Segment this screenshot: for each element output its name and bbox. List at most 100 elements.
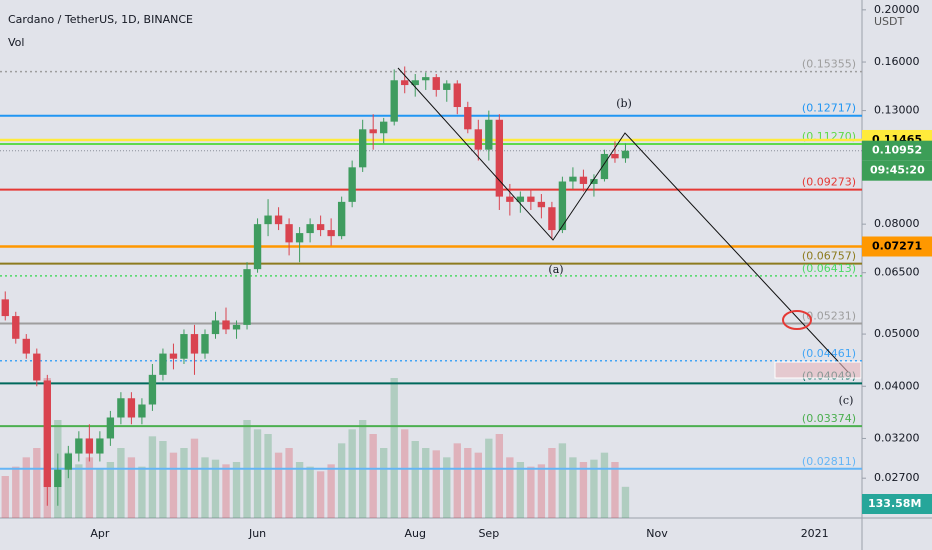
volume-bar bbox=[306, 466, 314, 518]
candle-body bbox=[54, 469, 62, 488]
candle-body bbox=[274, 215, 283, 225]
candle-body bbox=[569, 176, 577, 182]
candle-body bbox=[558, 181, 567, 231]
volume-bar bbox=[285, 448, 293, 518]
level-label: (0.15355) bbox=[802, 58, 856, 71]
y-tick-label: 0.20000 bbox=[874, 3, 920, 16]
level-label: (0.02811) bbox=[802, 455, 856, 468]
volume-bar bbox=[148, 436, 157, 518]
y-tick-label: 0.05000 bbox=[874, 327, 920, 340]
annotations: (b) (a) (c) bbox=[548, 97, 853, 407]
y-tick-label: 0.06500 bbox=[874, 266, 920, 279]
x-tick-label: Sep bbox=[478, 527, 499, 540]
volume-badge bbox=[862, 494, 932, 514]
level-label: (0.03374) bbox=[802, 412, 856, 425]
level-label: (0.05231) bbox=[802, 310, 856, 323]
candle-body bbox=[401, 80, 409, 86]
price-badge bbox=[862, 140, 932, 161]
volume-bar bbox=[190, 438, 199, 518]
volume-bar bbox=[85, 457, 94, 518]
candle-body bbox=[96, 438, 104, 454]
price-badge-label: 0.10952 bbox=[872, 144, 922, 157]
volume-bar bbox=[211, 459, 220, 518]
wave-annotation: (c) bbox=[839, 394, 854, 407]
candle-body bbox=[201, 334, 209, 354]
volume-bar bbox=[127, 457, 136, 518]
candle-body bbox=[222, 320, 230, 330]
volume-bar bbox=[348, 429, 356, 518]
volume-bar bbox=[106, 462, 115, 518]
volume-bar bbox=[443, 457, 451, 518]
candle-body bbox=[411, 80, 419, 86]
candle-body bbox=[159, 353, 167, 375]
level-label: (0.04461) bbox=[802, 347, 856, 360]
candle-body bbox=[75, 438, 83, 454]
candle-body bbox=[390, 80, 398, 122]
volume-bar bbox=[464, 448, 472, 518]
candle-body bbox=[316, 224, 325, 231]
candle-body bbox=[138, 404, 146, 418]
volume-bar bbox=[75, 464, 83, 518]
candle-body bbox=[621, 150, 630, 159]
candle-body bbox=[148, 374, 157, 405]
volume-bar bbox=[590, 459, 598, 518]
target-zone bbox=[774, 361, 862, 379]
candle-body bbox=[537, 201, 546, 208]
volume-bar bbox=[558, 443, 567, 518]
candle-body bbox=[190, 334, 199, 354]
volume-bar bbox=[117, 448, 125, 518]
volume-bar bbox=[369, 434, 377, 518]
y-tick-label: 0.04000 bbox=[874, 379, 920, 392]
volume-bar bbox=[201, 457, 209, 518]
candle-body bbox=[548, 207, 556, 231]
candle-body bbox=[443, 83, 451, 90]
candle-body bbox=[12, 316, 20, 339]
candle-body bbox=[33, 353, 41, 381]
candle-body bbox=[422, 77, 430, 81]
candle-body bbox=[527, 196, 535, 202]
volume-bar bbox=[159, 441, 167, 518]
volume-bar bbox=[579, 462, 588, 518]
volume-bar bbox=[222, 464, 230, 518]
candle-body bbox=[85, 438, 94, 454]
volume-bar bbox=[12, 466, 20, 518]
volume-badge-label: 133.58M bbox=[868, 497, 921, 510]
y-tick-label: 0.16000 bbox=[874, 55, 920, 68]
volume-bar bbox=[537, 464, 546, 518]
y-tick-label: 0.03200 bbox=[874, 431, 920, 444]
level-label: (0.06413) bbox=[802, 262, 856, 275]
volume-bar bbox=[411, 441, 419, 518]
candle-body bbox=[253, 224, 262, 270]
candle-body bbox=[64, 453, 73, 470]
candle-body bbox=[600, 153, 609, 180]
volume-bar bbox=[96, 469, 104, 518]
y-tick-label: 0.13000 bbox=[874, 104, 920, 117]
candle-body bbox=[117, 398, 125, 418]
volume-bar bbox=[337, 443, 346, 518]
volume-bar bbox=[22, 457, 30, 518]
candle-body bbox=[453, 83, 461, 108]
candle-body bbox=[285, 224, 293, 243]
y-tick-label: 0.02700 bbox=[874, 471, 920, 484]
candle-body bbox=[590, 179, 598, 184]
candle-body bbox=[506, 196, 514, 202]
volume-bar bbox=[401, 429, 409, 518]
volume-bar bbox=[422, 448, 430, 518]
price-badge-label: 0.07271 bbox=[872, 239, 922, 252]
chart-title: Cardano / TetherUS, 1D, BINANCE bbox=[8, 13, 193, 26]
volume-bar bbox=[390, 378, 398, 518]
volume-bar bbox=[495, 434, 504, 518]
candle-body bbox=[327, 230, 335, 237]
volume-bar bbox=[316, 471, 325, 518]
volume-bar bbox=[274, 452, 283, 518]
level-label: (0.12717) bbox=[802, 102, 856, 115]
volume-bar bbox=[485, 438, 493, 518]
volume-bar bbox=[1, 476, 9, 518]
candle-body bbox=[485, 119, 493, 150]
candle-body bbox=[369, 129, 377, 134]
candle-body bbox=[380, 121, 388, 134]
candle-body bbox=[264, 215, 272, 225]
candle-body bbox=[180, 334, 188, 359]
